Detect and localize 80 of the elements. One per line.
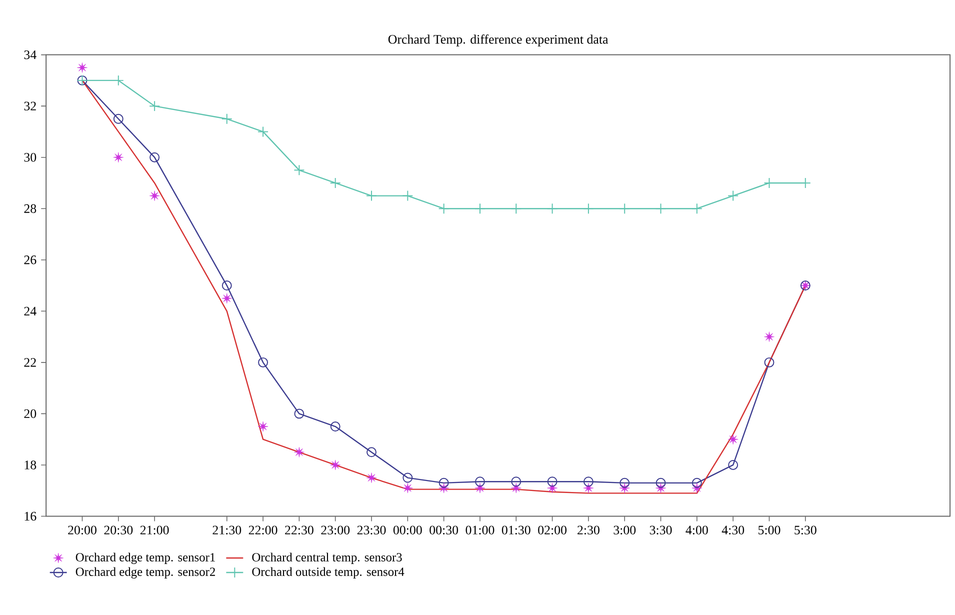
point xyxy=(113,152,124,163)
point xyxy=(764,357,774,368)
point xyxy=(330,422,340,432)
point xyxy=(366,447,376,458)
legend-label: Orchard outside temp. sensor4 xyxy=(252,567,404,579)
point xyxy=(294,408,304,419)
y-tick-label: 16 xyxy=(24,512,36,521)
y-tick-label: 32 xyxy=(24,102,36,110)
legend-label: Orchard edge temp. sensor1 xyxy=(76,552,215,564)
point xyxy=(438,203,450,214)
point xyxy=(655,203,666,214)
x-tick-label: 22:00 xyxy=(248,526,278,535)
x-tick-label: 22:30 xyxy=(285,526,314,535)
y-tick-label: 28 xyxy=(24,204,36,214)
x-tick-label: 23:30 xyxy=(357,526,386,535)
point xyxy=(547,476,558,487)
point xyxy=(77,62,88,73)
y-tick-label: 18 xyxy=(24,460,36,470)
point xyxy=(510,203,522,214)
point xyxy=(620,478,630,488)
point xyxy=(438,478,449,488)
point xyxy=(366,190,377,202)
point xyxy=(692,478,702,488)
x-tick-label: 21:30 xyxy=(212,526,242,535)
x-tick-label: 3:30 xyxy=(650,526,672,535)
point xyxy=(294,164,305,176)
y-tick-label: 20 xyxy=(24,409,36,418)
point xyxy=(691,203,702,214)
point xyxy=(583,476,594,487)
y-tick-label: 34 xyxy=(24,50,36,60)
point xyxy=(258,421,268,432)
chart-title: Orchard Temp. difference experiment data xyxy=(388,34,608,46)
y-tick-label: 22 xyxy=(24,358,36,367)
point xyxy=(221,113,232,124)
x-tick-label: 4:30 xyxy=(722,526,744,535)
point xyxy=(258,357,268,368)
point xyxy=(330,178,341,189)
point xyxy=(764,332,774,342)
point xyxy=(222,280,232,291)
point xyxy=(474,476,485,487)
y-tick-label: 30 xyxy=(24,153,36,162)
point xyxy=(656,478,666,488)
x-tick-label: 4:00 xyxy=(686,526,708,535)
point xyxy=(366,472,377,483)
point xyxy=(728,460,738,470)
point xyxy=(402,472,413,483)
point xyxy=(113,114,124,124)
point xyxy=(149,190,160,201)
legend-label: Orchard edge temp. sensor2 xyxy=(76,567,215,579)
point xyxy=(150,152,160,162)
x-tick-label: 21:00 xyxy=(140,526,169,535)
point xyxy=(222,293,232,304)
x-tick-label: 23:00 xyxy=(321,526,350,535)
point xyxy=(330,460,340,470)
x-tick-label: 20:00 xyxy=(68,526,96,535)
x-tick-label: 3:00 xyxy=(614,526,636,535)
point xyxy=(619,203,630,214)
x-tick-label: 2:30 xyxy=(578,526,600,535)
point xyxy=(149,100,160,112)
point xyxy=(402,190,414,202)
y-tick-label: 24 xyxy=(24,306,36,316)
x-tick-label: 02:00 xyxy=(538,526,567,535)
legend-label: Orchard central temp. sensor3 xyxy=(252,552,402,564)
point xyxy=(402,482,413,494)
x-tick-label: 5:30 xyxy=(794,526,816,535)
x-tick-label: 00:00 xyxy=(393,526,422,535)
x-tick-label: 5:00 xyxy=(758,526,780,535)
x-tick-label: 20:30 xyxy=(104,526,133,535)
point xyxy=(728,434,738,445)
point xyxy=(546,203,558,214)
x-tick-label: 01:00 xyxy=(466,526,494,535)
point xyxy=(474,203,486,214)
point xyxy=(258,126,269,138)
point xyxy=(582,203,594,214)
point xyxy=(294,447,304,458)
y-tick-label: 26 xyxy=(24,256,36,264)
point xyxy=(511,476,522,487)
x-tick-label: 01:30 xyxy=(502,526,530,535)
x-tick-label: 00:30 xyxy=(430,526,458,535)
point xyxy=(728,190,739,202)
